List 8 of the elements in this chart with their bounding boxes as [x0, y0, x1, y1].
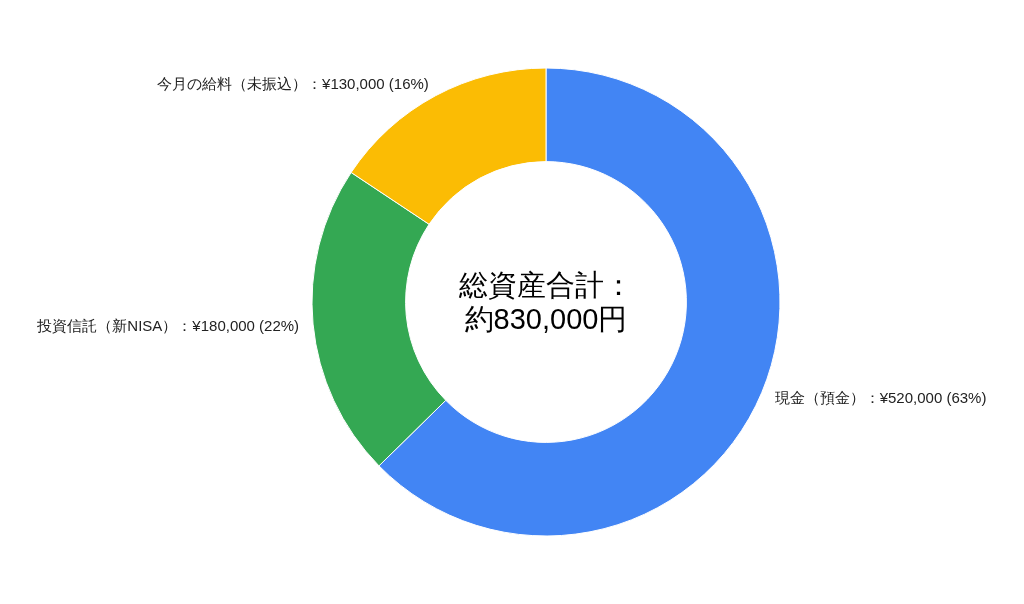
- slice-label: 今月の給料（未振込）: [157, 74, 308, 92]
- data-label: ：¥520,000 (63%): [864, 389, 987, 407]
- data-label: ：¥130,000 (16%): [307, 74, 429, 92]
- data-label: ：¥180,000 (22%): [177, 316, 300, 334]
- slice-label: 現金（預金）: [774, 389, 865, 407]
- text: 総資産合計：: [458, 269, 633, 302]
- text: 約830,000円: [464, 303, 628, 336]
- slice-label: 投資信託（新NISA）: [36, 316, 178, 334]
